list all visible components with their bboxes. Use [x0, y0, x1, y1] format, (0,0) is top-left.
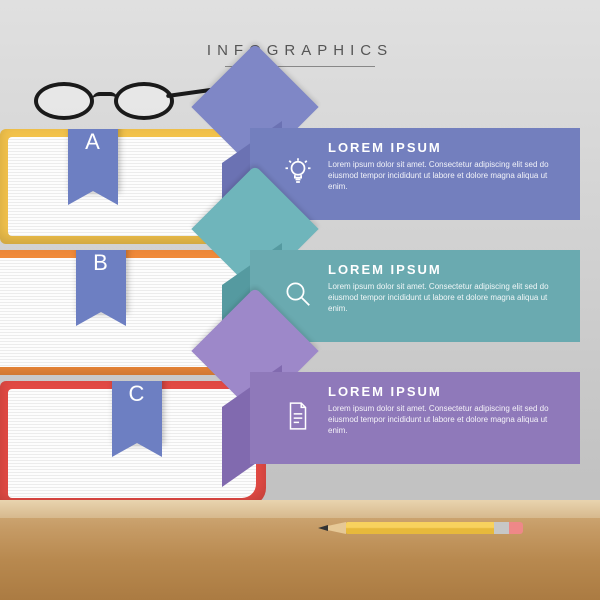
banner-body: Lorem ipsum dolor sit amet. Consectetur …	[328, 281, 558, 315]
lightbulb-icon	[280, 154, 316, 190]
banner-heading: LOREM IPSUM	[328, 262, 564, 277]
bookmark-ribbon: A	[68, 129, 118, 191]
desk-surface	[0, 500, 600, 600]
banner-heading: LOREM IPSUM	[328, 140, 564, 155]
pencil-graphic	[318, 522, 518, 534]
eyeglasses-graphic	[34, 82, 184, 128]
bookmark-ribbon: B	[76, 250, 126, 312]
banner-body: Lorem ipsum dolor sit amet. Consectetur …	[328, 403, 558, 437]
bookmark-letter: C	[129, 381, 146, 406]
bookmark-letter: B	[93, 250, 109, 275]
banner-body: Lorem ipsum dolor sit amet. Consectetur …	[328, 159, 558, 193]
document-icon	[280, 398, 316, 434]
bookmark-letter: A	[85, 129, 101, 154]
page-title: INFOGRAPHICS	[0, 42, 600, 59]
arrow-banner: LOREM IPSUM Lorem ipsum dolor sit amet. …	[210, 354, 580, 464]
bookmark-ribbon: C	[112, 381, 162, 443]
banner-heading: LOREM IPSUM	[328, 384, 564, 399]
magnifier-icon	[280, 276, 316, 312]
